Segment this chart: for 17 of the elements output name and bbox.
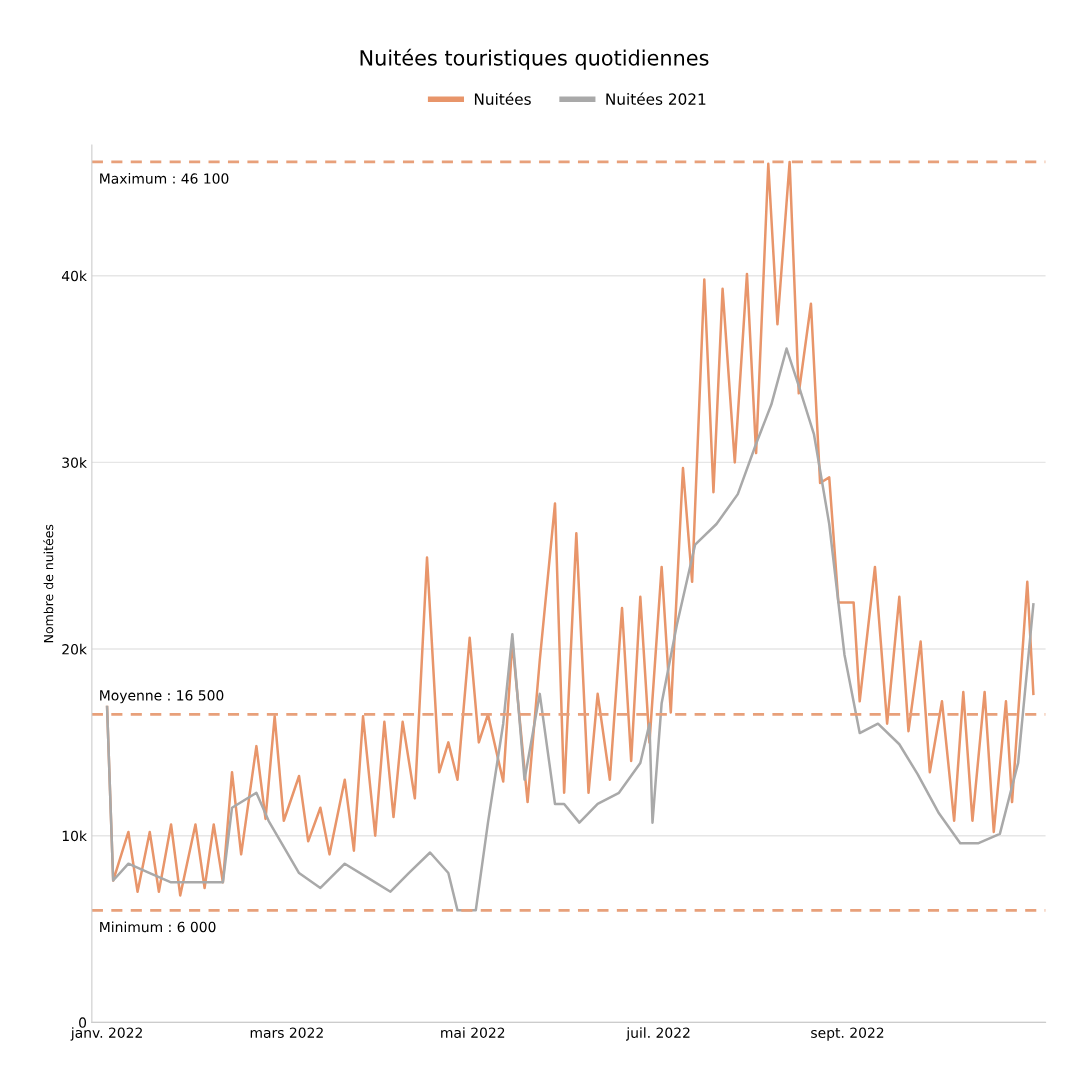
x-tick-label: mai 2022 (441, 1027, 505, 1038)
x-tick-label: mars 2022 (250, 1027, 323, 1038)
ref-line-label: Minimum : 6 000 (100, 921, 216, 933)
y-tick-label: 40k (61, 270, 87, 282)
y-tick-label: 20k (62, 643, 87, 655)
legend-label: Nuitées 2021 (606, 92, 706, 105)
x-tick-label: sept. 2022 (811, 1027, 884, 1041)
y-tick-label: 0 (79, 1017, 87, 1028)
y-tick-label: 30k (62, 457, 87, 468)
chart-title: Nuitées touristiques quotidiennes (360, 48, 709, 70)
x-tick-label: janv. 2022 (70, 1027, 142, 1041)
y-tick-label: 10k (62, 830, 87, 842)
legend-label: Nuitées (474, 92, 531, 105)
ref-line-label: Moyenne : 16 500 (100, 690, 224, 704)
x-tick-label: juil. 2022 (626, 1027, 690, 1041)
y-axis-title: Nombre de nuitées (43, 524, 54, 643)
ref-line-label: Maximum : 46 100 (100, 173, 229, 184)
